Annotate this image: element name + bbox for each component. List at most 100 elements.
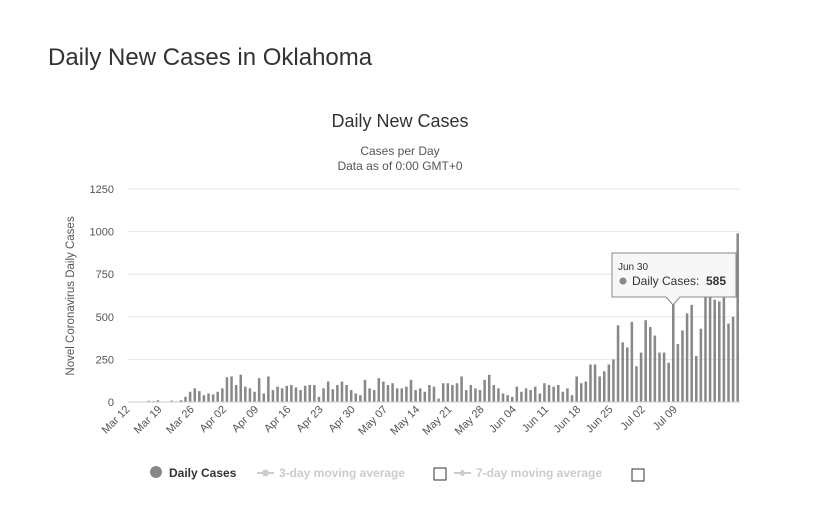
bar[interactable] (649, 327, 652, 402)
bar[interactable] (212, 394, 215, 402)
bar[interactable] (539, 393, 542, 402)
bar[interactable] (474, 388, 477, 402)
bar[interactable] (677, 344, 680, 402)
bar[interactable] (203, 395, 206, 402)
bar[interactable] (424, 392, 427, 402)
bar[interactable] (470, 385, 473, 402)
bar[interactable] (727, 324, 730, 402)
bar[interactable] (391, 383, 394, 402)
bar[interactable] (566, 388, 569, 402)
bar[interactable] (681, 330, 684, 402)
bar[interactable] (244, 387, 247, 402)
bar[interactable] (626, 347, 629, 402)
legend-item-daily-cases[interactable]: Daily Cases (150, 466, 237, 480)
bar[interactable] (534, 387, 537, 402)
bar[interactable] (603, 371, 606, 402)
bar[interactable] (732, 317, 735, 402)
bar[interactable] (216, 392, 219, 402)
bar[interactable] (465, 390, 468, 402)
bar[interactable] (272, 390, 275, 402)
bar[interactable] (529, 390, 532, 402)
bar[interactable] (341, 382, 344, 402)
bar[interactable] (295, 388, 298, 402)
bar[interactable] (235, 385, 238, 402)
bar[interactable] (502, 393, 505, 402)
bar[interactable] (456, 383, 459, 402)
bar[interactable] (258, 378, 261, 402)
bar[interactable] (658, 353, 661, 402)
bar[interactable] (322, 388, 325, 402)
bar[interactable] (281, 388, 284, 402)
bar[interactable] (635, 366, 638, 402)
bar[interactable] (193, 388, 196, 402)
bar[interactable] (332, 389, 335, 402)
bar[interactable] (621, 342, 624, 402)
bar[interactable] (571, 395, 574, 402)
bar[interactable] (401, 388, 404, 402)
bar[interactable] (667, 363, 670, 402)
bar[interactable] (548, 385, 551, 402)
bar[interactable] (516, 387, 519, 402)
bar[interactable] (313, 385, 316, 402)
bar[interactable] (373, 390, 376, 402)
bar[interactable] (612, 359, 615, 402)
bar[interactable] (497, 388, 500, 402)
bar[interactable] (718, 301, 721, 402)
bar[interactable] (575, 376, 578, 402)
bar[interactable] (617, 325, 620, 402)
bar[interactable] (239, 375, 242, 402)
bar[interactable] (598, 376, 601, 402)
bar[interactable] (562, 392, 565, 402)
bar[interactable] (506, 395, 509, 402)
bar[interactable] (327, 382, 330, 402)
bar[interactable] (382, 382, 385, 402)
bar[interactable] (723, 283, 726, 402)
bar[interactable] (580, 383, 583, 402)
bar[interactable] (511, 397, 514, 402)
bar[interactable] (640, 353, 643, 402)
bar[interactable] (585, 382, 588, 402)
bar[interactable] (276, 387, 279, 402)
bar[interactable] (378, 378, 381, 402)
bar[interactable] (290, 385, 293, 402)
bar[interactable] (700, 329, 703, 402)
bar[interactable] (405, 387, 408, 402)
bar[interactable] (589, 365, 592, 402)
bar[interactable] (672, 302, 675, 402)
bar[interactable] (631, 322, 634, 402)
bar[interactable] (359, 395, 362, 402)
bar[interactable] (594, 365, 597, 402)
bar[interactable] (479, 390, 482, 402)
bar[interactable] (713, 300, 716, 402)
bar[interactable] (308, 385, 311, 402)
bar[interactable] (654, 336, 657, 402)
bar[interactable] (557, 385, 560, 402)
bar[interactable] (419, 388, 422, 402)
bar[interactable] (695, 356, 698, 402)
bar[interactable] (318, 397, 321, 402)
bar[interactable] (543, 383, 546, 402)
bar[interactable] (299, 390, 302, 402)
bar[interactable] (267, 376, 270, 402)
bar[interactable] (460, 376, 463, 402)
bar[interactable] (207, 393, 210, 402)
bar[interactable] (364, 380, 367, 402)
bar[interactable] (350, 390, 353, 402)
bar[interactable] (663, 353, 666, 402)
bar[interactable] (198, 391, 201, 402)
bar[interactable] (226, 377, 229, 402)
legend-checkbox-3-day[interactable] (434, 468, 446, 480)
bar[interactable] (184, 397, 187, 402)
bar[interactable] (221, 388, 224, 402)
legend-item-3-day-average[interactable]: 3-day moving average (257, 466, 446, 480)
bar[interactable] (262, 393, 265, 402)
bar[interactable] (690, 305, 693, 402)
bar[interactable] (304, 386, 307, 402)
bar[interactable] (520, 392, 523, 402)
bar[interactable] (483, 380, 486, 402)
bar[interactable] (433, 387, 436, 402)
bar[interactable] (493, 385, 496, 402)
bar[interactable] (488, 375, 491, 402)
bar[interactable] (644, 320, 647, 402)
bar[interactable] (285, 386, 288, 402)
